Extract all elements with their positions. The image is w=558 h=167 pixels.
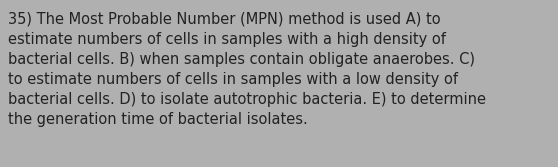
Text: 35) The Most Probable Number (MPN) method is used A) to
estimate numbers of cell: 35) The Most Probable Number (MPN) metho… <box>8 12 486 127</box>
